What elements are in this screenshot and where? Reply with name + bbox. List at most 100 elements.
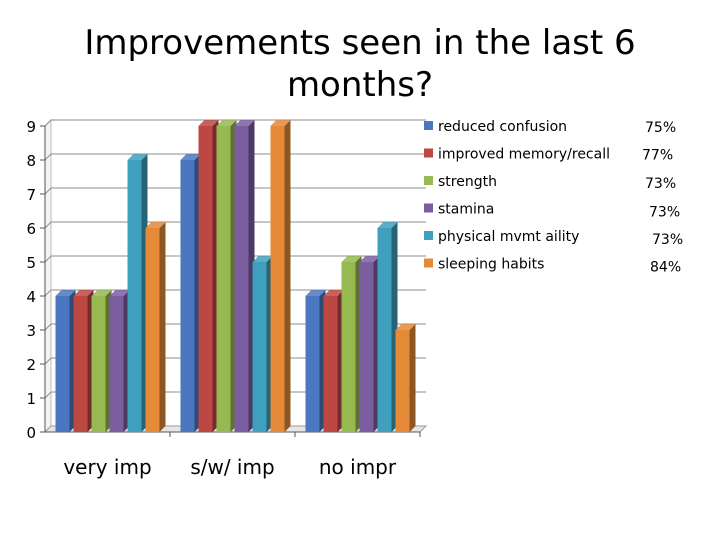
y-tick-label: 1 [26, 390, 36, 408]
bar [359, 256, 380, 432]
legend-percentage: 77% [642, 148, 673, 164]
legend-percentage: 75% [645, 120, 676, 136]
bar-top [198, 120, 219, 126]
legend-item: reduced confusion 75% [424, 119, 676, 136]
legend-item: physical mvmt aility 73% [424, 229, 683, 248]
gridline [44, 119, 426, 127]
legend-swatch [424, 203, 433, 213]
bar [109, 290, 130, 432]
legend-swatch [424, 231, 433, 240]
gridline [44, 153, 426, 161]
gridline [44, 289, 426, 297]
bar-layer [55, 120, 416, 432]
gridline [44, 357, 426, 365]
bar [73, 290, 94, 432]
gridline [44, 221, 426, 229]
bar [55, 290, 76, 432]
bar [127, 154, 148, 432]
bar-side [159, 222, 166, 432]
bar-front [145, 228, 160, 432]
legend-swatch [424, 176, 433, 185]
legend-label: stamina [438, 202, 494, 218]
bar-front [341, 262, 356, 432]
legend-label: strength [438, 174, 497, 190]
legend-swatch [424, 148, 433, 158]
legend-label: reduced confusion [438, 119, 567, 135]
bar-front [305, 296, 320, 432]
legend-item: improved memory/recall 77% [424, 147, 673, 164]
bar [252, 256, 273, 432]
bar-front [252, 262, 267, 432]
bar-front [234, 126, 249, 432]
legend-item: sleeping habits 84% [424, 257, 681, 276]
bar-front [91, 296, 106, 432]
y-tick-label: 3 [26, 322, 36, 340]
bar-front [180, 160, 195, 432]
bar-front [109, 296, 124, 432]
y-tick-label: 9 [26, 118, 36, 136]
bar-front [216, 126, 231, 432]
bar-front [270, 126, 285, 432]
bar-front [359, 262, 374, 432]
legend-percentage: 84% [650, 260, 681, 276]
bar-front [73, 296, 88, 432]
bar [377, 222, 398, 432]
gridline [44, 187, 426, 195]
bar-top [305, 290, 326, 296]
legend-percentage: 73% [652, 232, 683, 248]
bar-side [284, 120, 291, 432]
legend-label: sleeping habits [438, 257, 544, 273]
gridline [44, 323, 426, 331]
bar [341, 256, 362, 432]
chart-title: Improvements seen in the last 6 months? [84, 23, 636, 105]
bar-front [127, 160, 142, 432]
bar [305, 290, 326, 432]
bar [234, 120, 255, 432]
y-tick-label: 4 [26, 288, 36, 306]
y-tick-label: 8 [26, 152, 36, 170]
bar [198, 120, 219, 432]
bar [91, 290, 112, 432]
legend-percentage: 73% [645, 176, 676, 192]
bar-top [145, 222, 166, 228]
bar-side [409, 324, 416, 432]
bar-top [359, 256, 380, 262]
bar-top [234, 120, 255, 126]
legend-item: strength 73% [424, 174, 676, 192]
bar-front [377, 228, 392, 432]
gridline [44, 255, 426, 263]
y-tick-label: 7 [26, 186, 36, 204]
bar-front [55, 296, 70, 432]
y-tick-label: 2 [26, 356, 36, 374]
bar-top [395, 324, 416, 330]
bar-top [91, 290, 112, 296]
legend-label: improved memory/recall [438, 147, 610, 163]
legend-percentage: 73% [649, 205, 680, 221]
x-category-label: very imp [63, 455, 151, 479]
bar-front [323, 296, 338, 432]
bar [270, 120, 291, 432]
axis-layer: 0 1 2 3 4 5 6 7 8 9 very imp s/w/ imp no impr [26, 118, 421, 479]
bar [216, 120, 237, 432]
bar-top [127, 154, 148, 160]
bar-top [270, 120, 291, 126]
bar [395, 324, 416, 432]
bar-top [252, 256, 273, 262]
legend-label: physical mvmt aility [438, 229, 579, 245]
bar-top [180, 154, 201, 160]
bar-top [377, 222, 398, 228]
bar-top [109, 290, 130, 296]
bar-front [395, 330, 410, 432]
bar-top [73, 290, 94, 296]
side-wall [44, 118, 52, 434]
bar [180, 154, 201, 432]
x-category-label: no impr [319, 455, 397, 479]
y-tick-label: 0 [26, 424, 36, 442]
legend-swatch [424, 258, 433, 268]
legend-item: stamina 73% [424, 202, 680, 221]
bar-top [216, 120, 237, 126]
bar [145, 222, 166, 432]
x-category-label: s/w/ imp [190, 455, 274, 479]
legend-swatch [424, 121, 433, 130]
